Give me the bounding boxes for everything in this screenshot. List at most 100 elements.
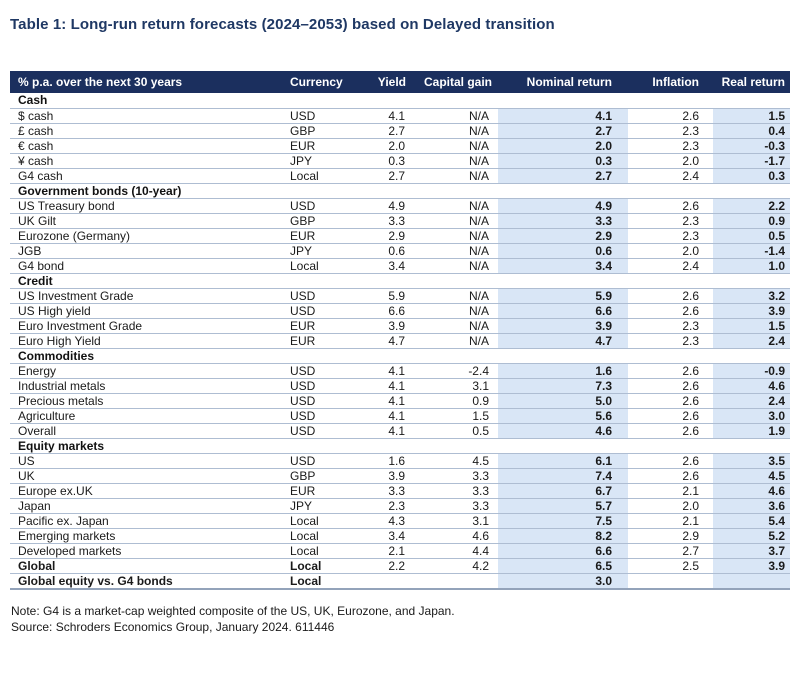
cell-currency: USD xyxy=(282,423,350,439)
cell-currency: JPY xyxy=(282,153,350,169)
cell-inflation: 2.3 xyxy=(628,318,713,334)
cell-yield: 4.1 xyxy=(350,378,412,394)
cell-inflation: 2.6 xyxy=(628,363,713,379)
cell-inflation: 2.3 xyxy=(628,333,713,349)
cell-real-return: 4.6 xyxy=(713,483,790,499)
cell-label: UK xyxy=(10,468,282,484)
cell-capital-gain: 4.2 xyxy=(412,558,498,574)
cell-real-return: 3.5 xyxy=(713,453,790,469)
section-label: Credit xyxy=(10,273,790,289)
column-header: % p.a. over the next 30 years xyxy=(10,71,282,93)
cell-capital-gain: 4.5 xyxy=(412,453,498,469)
cell-label: Euro Investment Grade xyxy=(10,318,282,334)
column-header: Inflation xyxy=(628,71,713,93)
table-row: Europe ex.UK EUR 3.3 3.3 6.7 2.1 4.6 xyxy=(10,483,790,499)
cell-real-return: 0.9 xyxy=(713,213,790,229)
cell-capital-gain: N/A xyxy=(412,288,498,304)
cell-capital-gain: N/A xyxy=(412,123,498,139)
cell-yield: 6.6 xyxy=(350,303,412,319)
cell-nominal-return: 5.6 xyxy=(498,408,628,424)
column-header: Real return xyxy=(713,71,790,93)
section-label: Government bonds (10-year) xyxy=(10,183,790,199)
cell-inflation: 2.6 xyxy=(628,288,713,304)
cell-currency: USD xyxy=(282,393,350,409)
section-row: Government bonds (10-year) xyxy=(10,183,790,199)
cell-real-return: 3.7 xyxy=(713,543,790,559)
cell-label: Global xyxy=(10,558,282,574)
cell-real-return: 0.3 xyxy=(713,168,790,184)
table-row: US High yield USD 6.6 N/A 6.6 2.6 3.9 xyxy=(10,303,790,319)
cell-label: Overall xyxy=(10,423,282,439)
cell-capital-gain: 3.3 xyxy=(412,483,498,499)
cell-inflation: 2.4 xyxy=(628,258,713,274)
cell-nominal-return: 6.1 xyxy=(498,453,628,469)
cell-inflation: 2.6 xyxy=(628,198,713,214)
cell-capital-gain: N/A xyxy=(412,318,498,334)
cell-currency: EUR xyxy=(282,138,350,154)
table-row: € cash EUR 2.0 N/A 2.0 2.3 -0.3 xyxy=(10,138,790,154)
table-row: G4 bond Local 3.4 N/A 3.4 2.4 1.0 xyxy=(10,258,790,274)
cell-label: US High yield xyxy=(10,303,282,319)
cell-inflation xyxy=(628,573,713,590)
cell-yield: 4.1 xyxy=(350,408,412,424)
table-body: Cash $ cash USD 4.1 N/A 4.1 2.6 1.5 £ cash GBP 2.7… xyxy=(10,93,790,590)
cell-nominal-return: 5.0 xyxy=(498,393,628,409)
cell-nominal-return: 2.9 xyxy=(498,228,628,244)
cell-inflation: 2.3 xyxy=(628,213,713,229)
cell-inflation: 2.4 xyxy=(628,168,713,184)
cell-inflation: 2.1 xyxy=(628,513,713,529)
table-row: Energy USD 4.1 -2.4 1.6 2.6 -0.9 xyxy=(10,363,790,379)
cell-nominal-return: 2.0 xyxy=(498,138,628,154)
cell-nominal-return: 3.3 xyxy=(498,213,628,229)
cell-inflation: 2.5 xyxy=(628,558,713,574)
table-row: Eurozone (Germany) EUR 2.9 N/A 2.9 2.3 0.5 xyxy=(10,228,790,244)
cell-yield: 4.9 xyxy=(350,198,412,214)
table-row: US Treasury bond USD 4.9 N/A 4.9 2.6 2.2 xyxy=(10,198,790,214)
section-label: Equity markets xyxy=(10,438,790,454)
cell-inflation: 2.1 xyxy=(628,483,713,499)
cell-capital-gain: N/A xyxy=(412,138,498,154)
cell-nominal-return: 4.7 xyxy=(498,333,628,349)
cell-capital-gain: -2.4 xyxy=(412,363,498,379)
cell-currency: USD xyxy=(282,453,350,469)
cell-capital-gain: 3.1 xyxy=(412,513,498,529)
cell-real-return: 1.5 xyxy=(713,108,790,124)
cell-nominal-return: 0.3 xyxy=(498,153,628,169)
cell-label: Global equity vs. G4 bonds xyxy=(10,573,282,590)
cell-yield: 4.3 xyxy=(350,513,412,529)
cell-label: G4 bond xyxy=(10,258,282,274)
cell-label: Eurozone (Germany) xyxy=(10,228,282,244)
table-row: Global equity vs. G4 bonds Local 3.0 xyxy=(10,573,790,590)
cell-inflation: 2.7 xyxy=(628,543,713,559)
cell-inflation: 2.3 xyxy=(628,228,713,244)
cell-yield: 3.9 xyxy=(350,318,412,334)
cell-nominal-return: 6.7 xyxy=(498,483,628,499)
cell-inflation: 2.6 xyxy=(628,393,713,409)
cell-currency: EUR xyxy=(282,483,350,499)
table-row: US USD 1.6 4.5 6.1 2.6 3.5 xyxy=(10,453,790,469)
cell-real-return: 4.5 xyxy=(713,468,790,484)
column-header: Currency xyxy=(282,71,350,93)
cell-yield: 3.3 xyxy=(350,213,412,229)
cell-real-return: 1.5 xyxy=(713,318,790,334)
cell-label: US Investment Grade xyxy=(10,288,282,304)
cell-yield: 0.6 xyxy=(350,243,412,259)
cell-yield: 4.1 xyxy=(350,423,412,439)
cell-capital-gain: N/A xyxy=(412,303,498,319)
cell-inflation: 2.6 xyxy=(628,423,713,439)
cell-currency: Local xyxy=(282,573,350,590)
cell-yield: 4.1 xyxy=(350,393,412,409)
cell-nominal-return: 3.0 xyxy=(498,573,628,590)
cell-label: US xyxy=(10,453,282,469)
cell-nominal-return: 7.5 xyxy=(498,513,628,529)
cell-real-return: 2.4 xyxy=(713,333,790,349)
cell-nominal-return: 5.7 xyxy=(498,498,628,514)
cell-capital-gain: N/A xyxy=(412,213,498,229)
column-header: Yield xyxy=(350,71,412,93)
cell-real-return: -1.7 xyxy=(713,153,790,169)
cell-capital-gain: N/A xyxy=(412,108,498,124)
cell-currency: GBP xyxy=(282,213,350,229)
cell-yield: 4.1 xyxy=(350,108,412,124)
cell-currency: Local xyxy=(282,513,350,529)
table-row: Pacific ex. Japan Local 4.3 3.1 7.5 2.1 5.4 xyxy=(10,513,790,529)
